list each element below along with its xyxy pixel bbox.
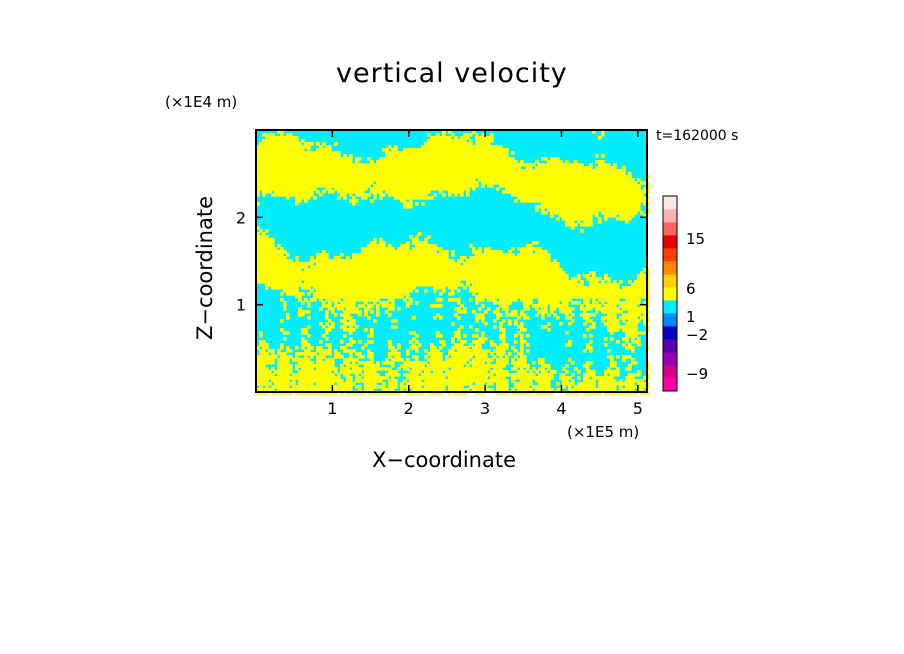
colorbar-frame (662, 195, 678, 392)
colorbar-segment (663, 287, 677, 301)
colorbar-label: 6 (686, 280, 696, 298)
plot-frame (255, 129, 648, 393)
colorbar-segment (663, 365, 677, 379)
x-tick-label: 4 (556, 399, 566, 418)
colorbar-segment (663, 339, 677, 353)
colorbar-segment (663, 209, 677, 223)
x-axis: 1 2 3 4 5 (327, 130, 643, 418)
velocity-field (256, 130, 650, 395)
colorbar-label: 1 (686, 308, 696, 326)
colorbar-segment (663, 222, 677, 236)
x-tick-label: 2 (404, 399, 414, 418)
colorbar-segment (663, 261, 677, 275)
x-unit-label: (×1E5 m) (567, 423, 640, 441)
colorbar-segment (663, 378, 677, 392)
x-tick-label: 1 (327, 399, 337, 418)
colorbar-label: 15 (686, 230, 705, 248)
positive-regions (256, 130, 650, 395)
colorbar-segment (663, 326, 677, 340)
colorbar-segment (663, 196, 677, 210)
colorbar-label: −9 (686, 365, 708, 383)
x-tick-label: 5 (633, 399, 643, 418)
y-tick-label: 1 (236, 296, 246, 315)
time-label: t=162000 s (656, 128, 739, 144)
colorbar-segment (663, 300, 677, 314)
colorbar-segment (663, 274, 677, 288)
colorbar: −9 −21 6 15 (662, 195, 708, 392)
colorbar-segment (663, 235, 677, 249)
z-unit-label: (×1E4 m) (165, 93, 238, 111)
chart-title: vertical velocity (336, 58, 568, 89)
colorbar-segment (663, 313, 677, 327)
y-axis: 12 (236, 208, 647, 315)
colorbar-segment (663, 248, 677, 262)
colorbar-label: −2 (686, 326, 708, 344)
x-axis-label: X−coordinate (372, 448, 516, 472)
y-tick-label: 2 (236, 208, 246, 227)
x-tick-label: 3 (480, 399, 490, 418)
colorbar-segment (663, 352, 677, 366)
